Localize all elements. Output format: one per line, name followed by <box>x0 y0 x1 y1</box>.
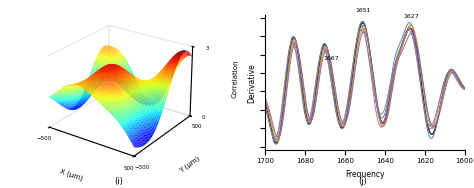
Text: (j): (j) <box>358 177 367 186</box>
X-axis label: Frequency: Frequency <box>345 170 385 179</box>
Text: 1627: 1627 <box>403 14 419 19</box>
Y-axis label: Derivative: Derivative <box>247 63 256 103</box>
Text: 1667: 1667 <box>323 56 339 61</box>
Text: 1651: 1651 <box>355 8 371 13</box>
X-axis label: X (μm): X (μm) <box>59 168 84 182</box>
Text: (i): (i) <box>114 177 123 186</box>
Y-axis label: Y (μm): Y (μm) <box>178 155 201 174</box>
